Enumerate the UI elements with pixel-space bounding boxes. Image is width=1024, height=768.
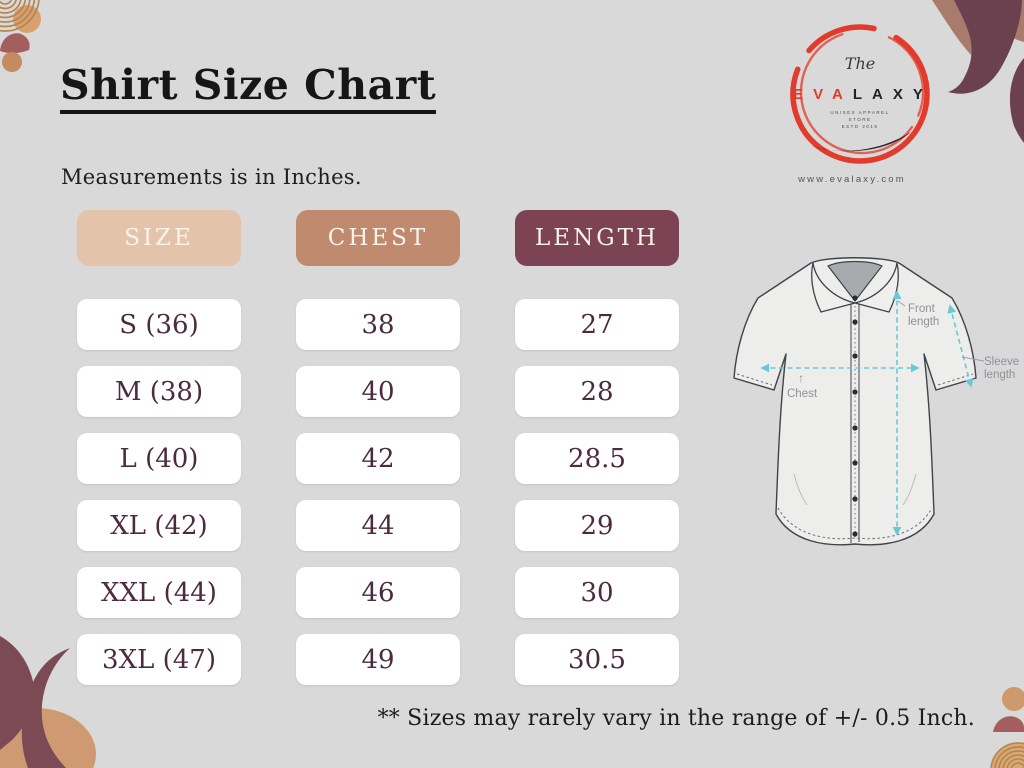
header-chest: CHEST	[296, 210, 460, 266]
brush-circle-icon	[790, 24, 930, 164]
chest-cell: 38	[296, 299, 460, 350]
sleeve-length-measure-line	[947, 304, 974, 388]
shirt-buttons	[852, 295, 858, 537]
size-cell: XL (42)	[77, 500, 241, 551]
shirt-diagram: Front length Sleeve length ↑ Chest	[733, 257, 1019, 546]
logo-the: The	[844, 54, 876, 73]
length-cell: 28	[515, 366, 679, 417]
length-cell: 30	[515, 567, 679, 618]
header-size: SIZE	[77, 210, 241, 266]
logo-wordmark-red: EVA	[793, 86, 853, 103]
front-length-label: Front	[908, 303, 936, 315]
decor-bottom-right	[990, 687, 1024, 768]
size-cell: S (36)	[77, 299, 241, 350]
size-cell: XXL (44)	[77, 567, 241, 618]
sleeve-length-label: Sleeve	[984, 356, 1019, 368]
size-table-body: S (36) 38 27 M (38) 40 28 L (40) 42 28.5…	[77, 299, 679, 685]
size-variance-note: ** Sizes may rarely vary in the range of…	[377, 706, 975, 731]
shirt-inner-collar	[827, 260, 883, 302]
length-cell: 30.5	[515, 634, 679, 685]
length-cell: 28.5	[515, 433, 679, 484]
size-cell: 3XL (47)	[77, 634, 241, 685]
length-cell: 27	[515, 299, 679, 350]
size-table-header: SIZE CHEST LENGTH	[77, 210, 679, 266]
label-leaders	[897, 300, 985, 362]
logo-estd: ESTD 2019	[841, 124, 879, 129]
chest-label: Chest	[787, 388, 818, 400]
header-length: LENGTH	[515, 210, 679, 266]
chest-cell: 42	[296, 433, 460, 484]
page-title: Shirt Size Chart	[60, 63, 437, 115]
chest-cell: 49	[296, 634, 460, 685]
decor-top-left	[0, 0, 41, 72]
size-cell: M (38)	[77, 366, 241, 417]
brand-logo: The EVALAXY UNISEX APPAREL STORE ESTD 20…	[775, 6, 945, 201]
measurement-lines	[760, 290, 974, 536]
logo-tagline: UNISEX APPAREL STORE	[830, 110, 890, 122]
shirt-wrinkles	[793, 473, 917, 506]
page-subtitle: Measurements is in Inches.	[61, 165, 362, 189]
shirt-collar-right	[854, 262, 899, 313]
length-cell: 29	[515, 500, 679, 551]
logo-wordmark: EVALAXY	[775, 86, 945, 103]
chest-cell: 46	[296, 567, 460, 618]
decor-top-right	[932, 0, 1024, 143]
brush-stroke-icon	[805, 132, 911, 152]
svg-text:length: length	[984, 369, 1015, 381]
decor-bottom-left	[0, 636, 96, 768]
svg-text:length: length	[908, 316, 939, 328]
chest-cell: 44	[296, 500, 460, 551]
chest-cell: 40	[296, 366, 460, 417]
size-cell: L (40)	[77, 433, 241, 484]
logo-wordmark-dark: LAXY	[852, 86, 933, 103]
logo-website: www.evalaxy.com	[798, 174, 906, 185]
chest-arrow-glyph: ↑	[798, 371, 804, 385]
